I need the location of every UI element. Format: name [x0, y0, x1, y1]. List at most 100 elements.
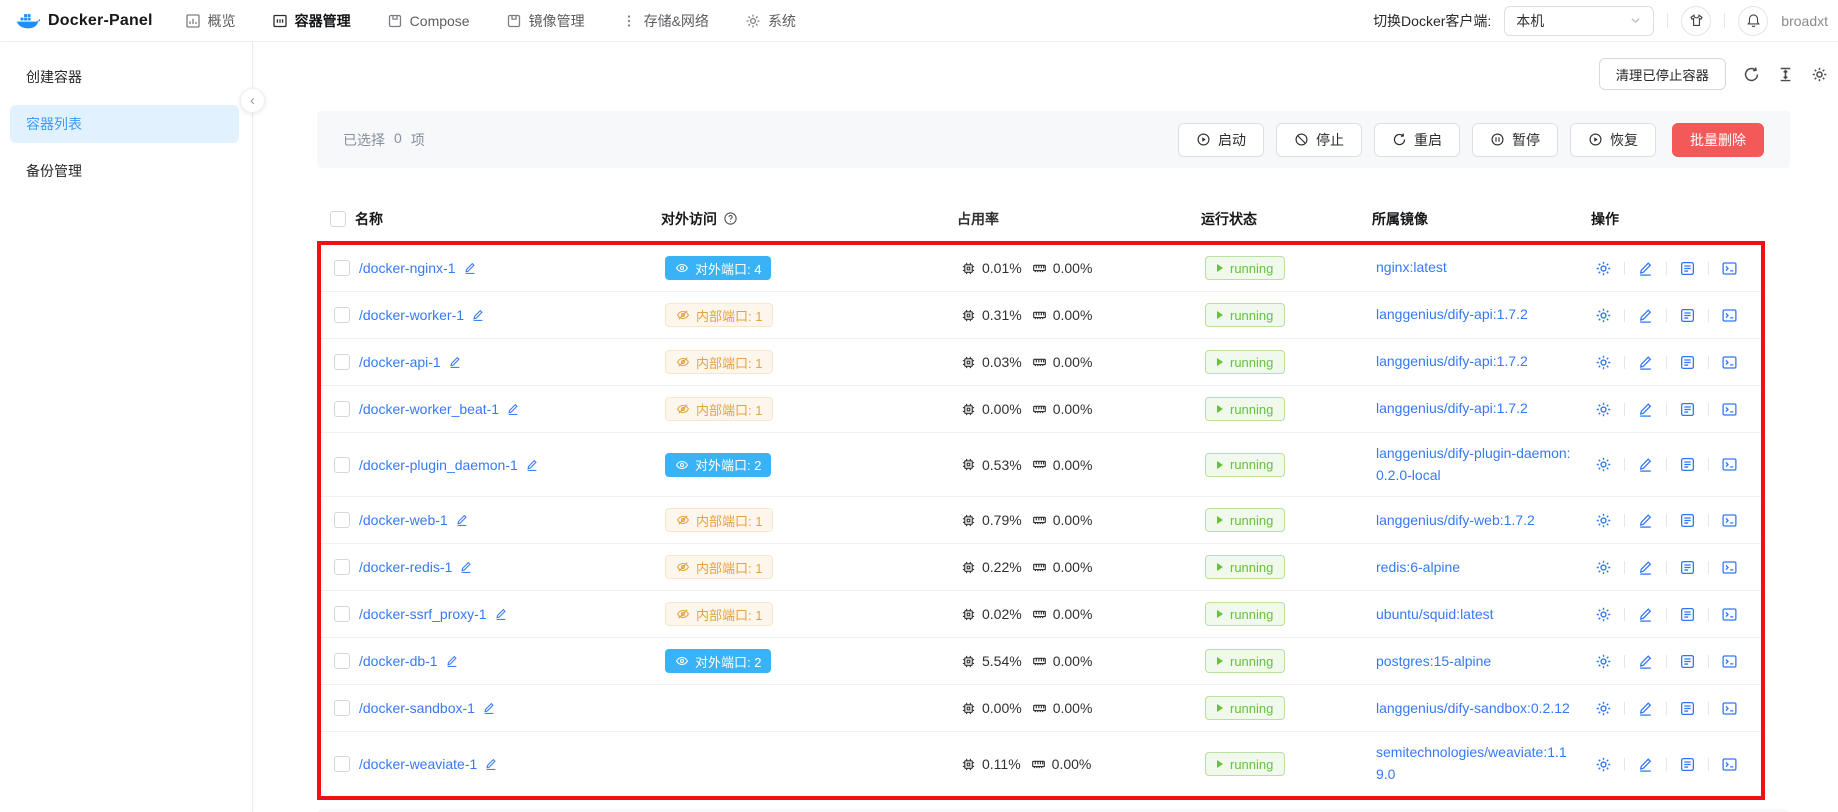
container-name-link[interactable]: /docker-plugin_daemon-1	[359, 456, 518, 473]
row-checkbox[interactable]	[334, 512, 350, 529]
rename-icon[interactable]	[455, 513, 469, 527]
rename-icon[interactable]	[506, 402, 520, 416]
container-edit-icon[interactable]	[1637, 606, 1654, 623]
container-edit-icon[interactable]	[1637, 401, 1654, 418]
sidebar-item-backup[interactable]: 备份管理	[10, 152, 239, 190]
container-settings-icon[interactable]	[1595, 653, 1612, 670]
rename-icon[interactable]	[448, 355, 462, 369]
container-name-link[interactable]: /docker-nginx-1	[359, 260, 456, 276]
container-terminal-icon[interactable]	[1721, 512, 1738, 529]
container-logs-icon[interactable]	[1679, 456, 1696, 473]
row-checkbox[interactable]	[334, 260, 350, 276]
container-edit-icon[interactable]	[1637, 700, 1654, 717]
access-badge[interactable]: 对外端口: 2	[665, 649, 772, 674]
image-link[interactable]: langgenius/dify-api:1.7.2	[1376, 306, 1528, 323]
image-link[interactable]: langgenius/dify-api:1.7.2	[1376, 353, 1528, 370]
nav-tab-system[interactable]: 系统	[745, 11, 796, 31]
container-terminal-icon[interactable]	[1721, 456, 1738, 473]
container-edit-icon[interactable]	[1637, 559, 1654, 576]
image-link[interactable]: redis:6-alpine	[1376, 558, 1461, 575]
container-terminal-icon[interactable]	[1721, 260, 1738, 277]
image-link[interactable]: postgres:15-alpine	[1376, 652, 1492, 669]
container-terminal-icon[interactable]	[1721, 307, 1738, 324]
container-logs-icon[interactable]	[1679, 756, 1696, 773]
access-badge[interactable]: 对外端口: 2	[665, 452, 772, 477]
image-link[interactable]: langgenius/dify-plugin-daemon:0.2.0-loca…	[1376, 445, 1571, 483]
rename-icon[interactable]	[471, 308, 485, 322]
container-settings-icon[interactable]	[1595, 700, 1612, 717]
container-terminal-icon[interactable]	[1721, 653, 1738, 670]
theme-button[interactable]	[1681, 5, 1712, 36]
container-name-link[interactable]: /docker-weaviate-1	[359, 756, 478, 773]
image-link[interactable]: semitechnologies/weaviate:1.19.0	[1376, 744, 1567, 783]
container-logs-icon[interactable]	[1679, 700, 1696, 717]
container-edit-icon[interactable]	[1637, 456, 1654, 473]
sidebar-item-create-container[interactable]: 创建容器	[10, 58, 239, 96]
container-edit-icon[interactable]	[1637, 307, 1654, 324]
rename-icon[interactable]	[463, 261, 477, 275]
row-checkbox[interactable]	[334, 559, 350, 576]
container-settings-icon[interactable]	[1595, 354, 1612, 371]
access-badge[interactable]: 内部端口: 1	[665, 555, 774, 580]
pause-button[interactable]: 暂停	[1472, 122, 1558, 157]
restart-button[interactable]: 重启	[1374, 122, 1460, 157]
container-name-link[interactable]: /docker-worker-1	[359, 307, 465, 323]
help-icon[interactable]	[723, 211, 738, 226]
nav-tab-images[interactable]: 镜像管理	[506, 11, 585, 31]
container-logs-icon[interactable]	[1679, 260, 1696, 277]
image-link[interactable]: langgenius/dify-sandbox:0.2.12	[1376, 699, 1570, 716]
row-checkbox[interactable]	[334, 456, 350, 473]
resume-button[interactable]: 恢复	[1570, 122, 1656, 157]
rename-icon[interactable]	[445, 654, 459, 668]
row-checkbox[interactable]	[334, 700, 350, 717]
container-logs-icon[interactable]	[1679, 401, 1696, 418]
container-logs-icon[interactable]	[1679, 307, 1696, 324]
container-terminal-icon[interactable]	[1721, 559, 1738, 576]
access-badge[interactable]: 内部端口: 1	[665, 508, 774, 533]
image-link[interactable]: langgenius/dify-web:1.7.2	[1376, 511, 1535, 528]
access-badge[interactable]: 内部端口: 1	[665, 397, 774, 421]
access-badge[interactable]: 对外端口: 4	[665, 256, 772, 280]
container-terminal-icon[interactable]	[1721, 401, 1738, 418]
container-edit-icon[interactable]	[1637, 354, 1654, 371]
container-name-link[interactable]: /docker-api-1	[359, 354, 441, 370]
sidebar-item-container-list[interactable]: 容器列表	[10, 105, 239, 143]
container-name-link[interactable]: /docker-web-1	[359, 512, 448, 529]
row-checkbox[interactable]	[334, 653, 350, 670]
row-checkbox[interactable]	[334, 401, 350, 417]
container-logs-icon[interactable]	[1679, 606, 1696, 623]
container-name-link[interactable]: /docker-db-1	[359, 653, 438, 670]
row-height-icon[interactable]	[1777, 66, 1794, 83]
container-logs-icon[interactable]	[1679, 354, 1696, 371]
rename-icon[interactable]	[459, 560, 473, 574]
container-settings-icon[interactable]	[1595, 606, 1612, 623]
row-checkbox[interactable]	[334, 756, 350, 773]
select-all-checkbox[interactable]	[330, 210, 346, 227]
container-edit-icon[interactable]	[1637, 653, 1654, 670]
image-link[interactable]: nginx:latest	[1376, 259, 1447, 276]
container-settings-icon[interactable]	[1595, 512, 1612, 529]
container-logs-icon[interactable]	[1679, 512, 1696, 529]
table-settings-icon[interactable]	[1811, 66, 1828, 83]
container-edit-icon[interactable]	[1637, 512, 1654, 529]
nav-tab-storage-network[interactable]: 存储&网络	[621, 11, 709, 31]
batch-delete-button[interactable]: 批量删除	[1672, 122, 1764, 157]
row-checkbox[interactable]	[334, 307, 350, 323]
container-settings-icon[interactable]	[1595, 559, 1612, 576]
access-badge[interactable]: 内部端口: 1	[665, 303, 774, 327]
start-button[interactable]: 启动	[1178, 122, 1264, 157]
row-checkbox[interactable]	[334, 354, 350, 370]
container-logs-icon[interactable]	[1679, 559, 1696, 576]
container-settings-icon[interactable]	[1595, 260, 1612, 277]
image-link[interactable]: ubuntu/squid:latest	[1376, 605, 1494, 622]
rename-icon[interactable]	[525, 458, 539, 472]
docker-client-select[interactable]: 本机	[1504, 5, 1655, 36]
container-terminal-icon[interactable]	[1721, 354, 1738, 371]
image-link[interactable]: langgenius/dify-api:1.7.2	[1376, 400, 1528, 417]
container-name-link[interactable]: /docker-ssrf_proxy-1	[359, 606, 487, 623]
container-settings-icon[interactable]	[1595, 756, 1612, 773]
brand[interactable]: Docker-Panel	[16, 11, 153, 30]
container-terminal-icon[interactable]	[1721, 700, 1738, 717]
access-badge[interactable]: 内部端口: 1	[665, 350, 774, 374]
container-settings-icon[interactable]	[1595, 456, 1612, 473]
